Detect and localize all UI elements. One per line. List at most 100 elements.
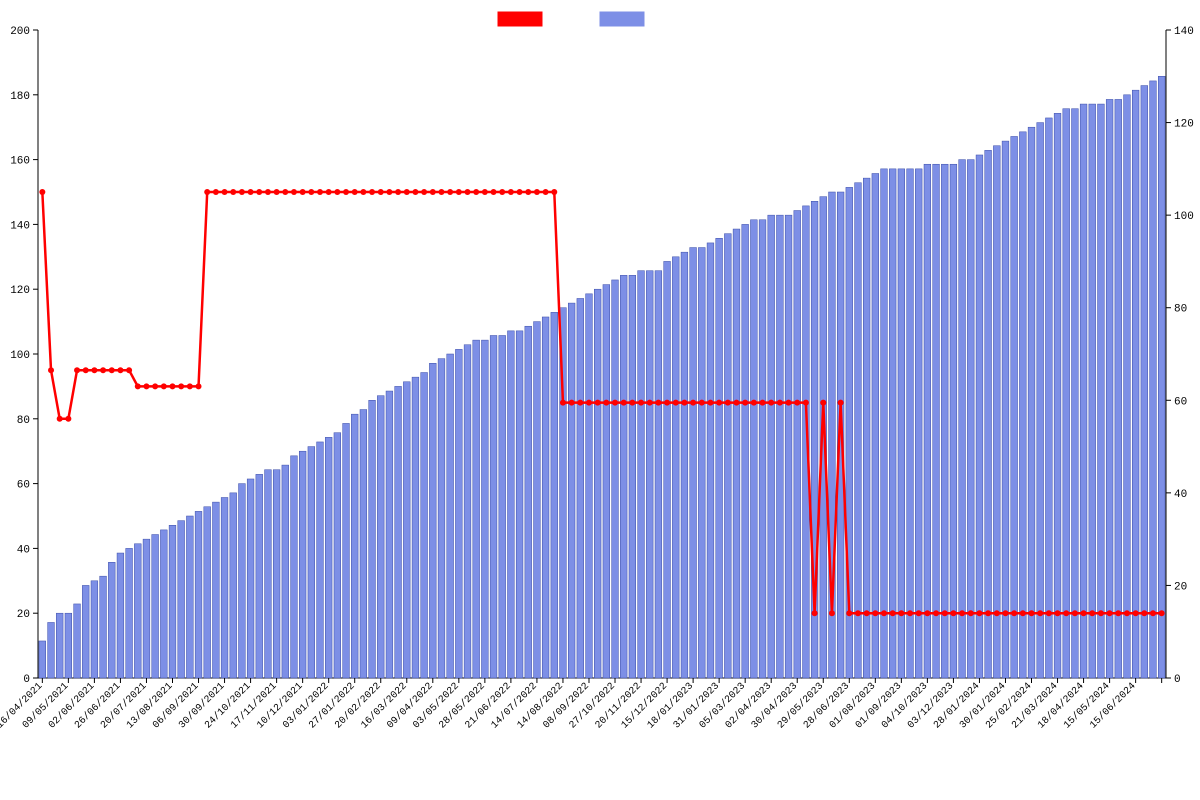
line-marker xyxy=(534,189,540,195)
bar xyxy=(1019,132,1026,678)
line-marker xyxy=(1011,610,1017,616)
bar xyxy=(134,544,141,678)
line-marker xyxy=(213,189,219,195)
line-marker xyxy=(543,189,549,195)
line-marker xyxy=(499,189,505,195)
bar xyxy=(551,312,558,678)
line-marker xyxy=(803,400,809,406)
line-marker xyxy=(898,610,904,616)
line-marker xyxy=(386,189,392,195)
bar xyxy=(924,164,931,678)
line-marker xyxy=(248,189,254,195)
line-marker xyxy=(1133,610,1139,616)
bar xyxy=(186,516,193,678)
bar xyxy=(525,326,532,678)
bar xyxy=(542,317,549,678)
line-marker xyxy=(143,383,149,389)
bar xyxy=(629,275,636,678)
line-marker xyxy=(152,383,158,389)
bar xyxy=(1080,104,1087,678)
bar xyxy=(1150,81,1157,678)
bar xyxy=(247,479,254,678)
bar xyxy=(351,414,358,678)
bar xyxy=(178,521,185,678)
line-marker xyxy=(603,400,609,406)
combo-chart: 0204060801001201401601802000204060801001… xyxy=(0,0,1200,800)
line-marker xyxy=(1002,610,1008,616)
bar xyxy=(863,178,870,678)
line-marker xyxy=(187,383,193,389)
line-marker xyxy=(716,400,722,406)
line-marker xyxy=(1159,610,1165,616)
line-marker xyxy=(855,610,861,616)
bar xyxy=(1089,104,1096,678)
line-marker xyxy=(768,400,774,406)
bar xyxy=(195,511,202,678)
bar xyxy=(65,613,72,678)
line-marker xyxy=(334,189,340,195)
line-marker xyxy=(655,400,661,406)
line-marker xyxy=(725,400,731,406)
line-marker xyxy=(976,610,982,616)
bar xyxy=(82,585,89,678)
y-right-tick-label: 80 xyxy=(1174,304,1187,316)
bar xyxy=(534,322,541,678)
bar xyxy=(707,243,714,678)
bar xyxy=(993,146,1000,678)
bar xyxy=(473,340,480,678)
line-marker xyxy=(777,400,783,406)
bar xyxy=(143,539,150,678)
line-marker xyxy=(48,367,54,373)
bar xyxy=(698,248,705,678)
line-marker xyxy=(395,189,401,195)
bar xyxy=(655,271,662,678)
bar xyxy=(612,280,619,678)
line-marker xyxy=(1029,610,1035,616)
line-marker xyxy=(421,189,427,195)
bar xyxy=(724,234,731,678)
line-marker xyxy=(369,189,375,195)
line-marker xyxy=(794,400,800,406)
line-marker xyxy=(378,189,384,195)
bar xyxy=(204,507,211,678)
bar xyxy=(1158,76,1165,678)
bar xyxy=(1115,99,1122,678)
bar xyxy=(750,220,757,678)
line-marker xyxy=(447,189,453,195)
bar xyxy=(950,164,957,678)
line-marker xyxy=(560,400,566,406)
y-left-tick-label: 140 xyxy=(10,220,30,232)
y-left-tick-label: 60 xyxy=(17,480,30,492)
line-marker xyxy=(169,383,175,389)
line-marker xyxy=(890,610,896,616)
line-marker xyxy=(282,189,288,195)
line-marker xyxy=(638,400,644,406)
line-marker xyxy=(1063,610,1069,616)
bar xyxy=(889,169,896,678)
line-marker xyxy=(612,400,618,406)
line-marker xyxy=(820,400,826,406)
line-marker xyxy=(352,189,358,195)
line-marker xyxy=(907,610,913,616)
line-marker xyxy=(473,189,479,195)
y-left-tick-label: 120 xyxy=(10,285,30,297)
line-marker xyxy=(690,400,696,406)
line-marker xyxy=(838,400,844,406)
bar xyxy=(933,164,940,678)
bar xyxy=(638,271,645,678)
bar xyxy=(1028,127,1035,678)
line-marker xyxy=(586,400,592,406)
line-marker xyxy=(491,189,497,195)
line-marker xyxy=(968,610,974,616)
bar xyxy=(117,553,124,678)
line-marker xyxy=(551,189,557,195)
line-marker xyxy=(65,416,71,422)
line-marker xyxy=(222,189,228,195)
line-marker xyxy=(412,189,418,195)
line-marker xyxy=(465,189,471,195)
bar xyxy=(1141,86,1148,678)
line-marker xyxy=(881,610,887,616)
bar xyxy=(1011,136,1018,678)
bar xyxy=(91,581,98,678)
line-marker xyxy=(872,610,878,616)
